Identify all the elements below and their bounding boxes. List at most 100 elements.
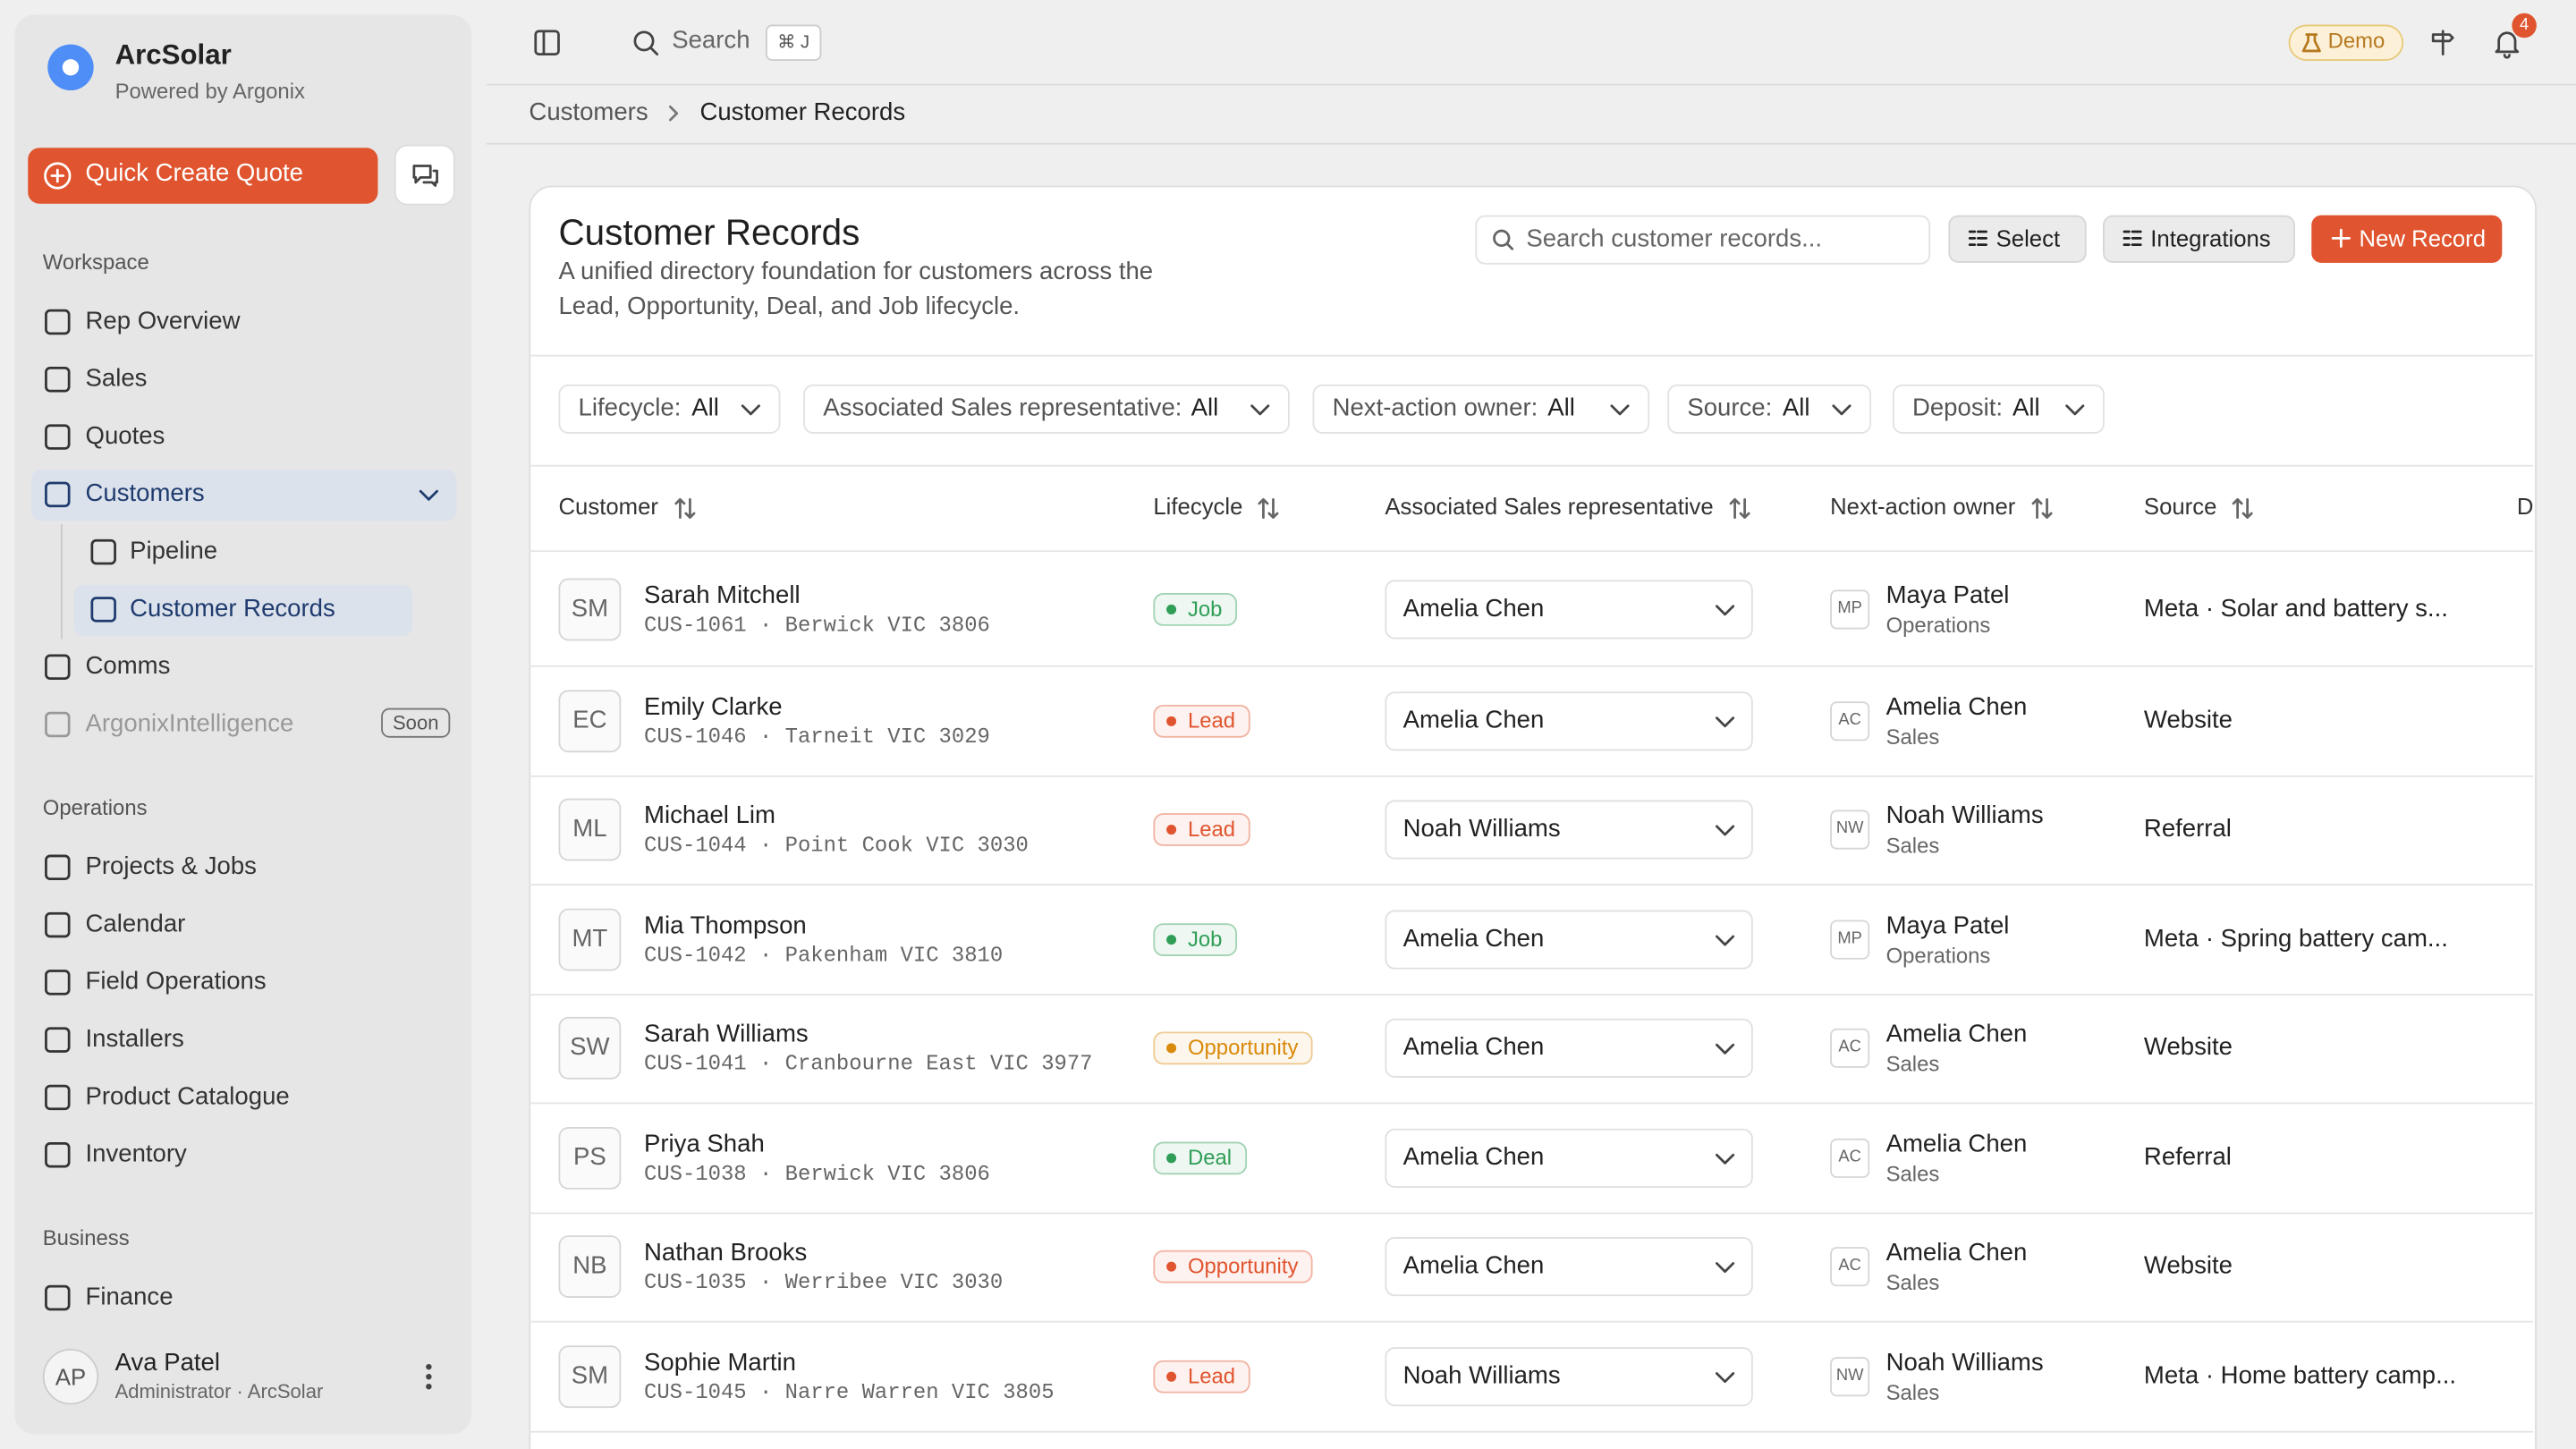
row-divider — [529, 1320, 2534, 1323]
topbar-divider — [486, 83, 2576, 86]
lifecycle-pill: Lead — [1153, 704, 1250, 737]
nav-active-bg — [73, 584, 413, 636]
rep-select[interactable] — [1385, 1127, 1753, 1188]
button-label: New Record — [2359, 225, 2487, 252]
row-divider — [529, 1212, 2534, 1215]
filter-chip[interactable] — [1892, 384, 2105, 434]
sort-icon — [1258, 497, 1279, 519]
avatar: PS — [558, 1126, 622, 1189]
nav-item[interactable]: Product Catalogue — [85, 1082, 290, 1111]
customer-meta mono: CUS-1038 · Berwick VIC 3806 — [643, 1160, 990, 1186]
avatar: EC — [558, 689, 622, 752]
source: Meta · Solar and battery s... — [2143, 593, 2448, 623]
rep-select[interactable] — [1385, 1346, 1753, 1406]
customer-meta mono: CUS-1046 · Tarneit VIC 3029 — [643, 724, 990, 749]
rep-select[interactable] — [1385, 1237, 1753, 1297]
nav-item[interactable]: Quotes — [85, 422, 165, 451]
filter-value: All — [1547, 394, 1575, 423]
lifecycle-dot — [1166, 715, 1177, 725]
avatar: SM — [558, 1344, 622, 1408]
lifecycle-dot — [1166, 934, 1177, 945]
nav-item[interactable]: Customer Records — [130, 594, 335, 623]
nav-icon — [45, 911, 71, 938]
soon-badge: Soon — [381, 708, 451, 738]
toolbar-button[interactable] — [1948, 215, 2087, 263]
avatar: SM — [558, 577, 622, 640]
lifecycle-dot — [1166, 1261, 1177, 1272]
filter-label: Deposit: — [1911, 394, 2004, 423]
nav-item[interactable]: Rep Overview — [85, 307, 241, 335]
nav-item[interactable]: Calendar — [85, 910, 186, 938]
nav-item[interactable]: Sales — [85, 364, 148, 393]
rep-select[interactable] — [1385, 800, 1753, 860]
rep-select[interactable] — [1385, 909, 1753, 969]
column-header[interactable]: Source — [2143, 493, 2217, 520]
panel-description: Lead, Opportunity, Deal, and Job lifecyc… — [558, 292, 1021, 321]
row-divider — [529, 1102, 2534, 1105]
nav-icon — [45, 970, 71, 996]
filter-label: Lifecycle: — [578, 394, 682, 423]
filter-chip[interactable] — [803, 384, 1290, 434]
customer-meta mono: CUS-1061 · Berwick VIC 3806 — [643, 612, 990, 637]
filter-chevron — [2065, 404, 2085, 416]
button-icon — [1968, 230, 1987, 247]
filter-value: All — [1782, 394, 1810, 423]
owner-role: Sales — [1885, 724, 1940, 749]
bell-icon — [2495, 31, 2520, 59]
nav-item[interactable]: Projects & Jobs — [85, 852, 257, 881]
rep-select[interactable] — [1385, 1018, 1753, 1078]
nav-icon — [45, 654, 71, 680]
lifecycle-pill: Lead — [1153, 1359, 1250, 1393]
rep-chevron — [1716, 825, 1735, 836]
quick-create-button[interactable] — [28, 148, 378, 204]
column-header[interactable]: Next-action owner — [1830, 493, 2016, 520]
filter-chip[interactable] — [1667, 384, 1872, 434]
rep-value: Amelia Chen — [1402, 593, 1545, 623]
owner-role: Sales — [1885, 1051, 1940, 1077]
filter-chip[interactable] — [558, 384, 781, 434]
owner-avatar: AC — [1830, 700, 1870, 741]
rep-value: Amelia Chen — [1402, 705, 1545, 734]
nav-item[interactable]: Customers — [85, 479, 205, 508]
brand-tagline: Powered by Argonix — [114, 79, 305, 104]
rep-chevron — [1716, 934, 1735, 945]
nav-item[interactable]: Finance — [85, 1283, 174, 1311]
source: Meta · Home battery camp... — [2143, 1360, 2457, 1389]
nav-item[interactable]: Inventory — [85, 1140, 187, 1168]
customer-name[interactable]: Priya Shah — [643, 1129, 765, 1157]
rep-select[interactable] — [1385, 691, 1753, 750]
demo-label: Demo — [2327, 28, 2385, 53]
filter-value: All — [2012, 394, 2040, 423]
customer-name[interactable]: Emily Clarke — [643, 692, 783, 721]
nav-item[interactable]: Field Operations — [85, 967, 267, 996]
avatar: SW — [558, 1016, 622, 1080]
rep-select[interactable] — [1385, 579, 1753, 639]
column-header[interactable]: D — [2516, 493, 2534, 520]
nav-item[interactable]: Comms — [85, 652, 171, 681]
column-header[interactable]: Lifecycle — [1153, 493, 1243, 520]
filter-chip[interactable] — [1312, 384, 1650, 434]
global-search[interactable]: Search — [672, 26, 750, 55]
demo-icon — [2301, 33, 2321, 53]
records-search[interactable] — [1475, 215, 1931, 265]
owner-role: Sales — [1885, 833, 1940, 858]
nav-item[interactable]: ArgonixIntelligence — [85, 709, 294, 738]
column-header[interactable]: Customer — [558, 493, 658, 520]
breadcrumb-link[interactable]: Customers — [529, 98, 648, 127]
customer-name[interactable]: Mia Thompson — [643, 911, 807, 939]
column-header[interactable]: Associated Sales representative — [1385, 493, 1714, 520]
rep-value: Noah Williams — [1402, 1360, 1561, 1389]
owner-name: Amelia Chen — [1885, 1238, 2028, 1267]
customer-name[interactable]: Sarah Williams — [643, 1020, 809, 1048]
row-divider — [529, 994, 2534, 996]
chat-button[interactable] — [394, 144, 455, 206]
owner-name: Noah Williams — [1885, 801, 2044, 830]
customer-name[interactable]: Michael Lim — [643, 801, 775, 830]
customer-name[interactable]: Sophie Martin — [643, 1348, 797, 1377]
owner-avatar: NW — [1830, 809, 1870, 850]
nav-item[interactable]: Pipeline — [130, 537, 218, 565]
customer-name[interactable]: Sarah Mitchell — [643, 580, 801, 609]
customer-name[interactable]: Nathan Brooks — [643, 1238, 808, 1267]
chat-icon — [412, 165, 438, 187]
nav-item[interactable]: Installers — [85, 1025, 184, 1054]
